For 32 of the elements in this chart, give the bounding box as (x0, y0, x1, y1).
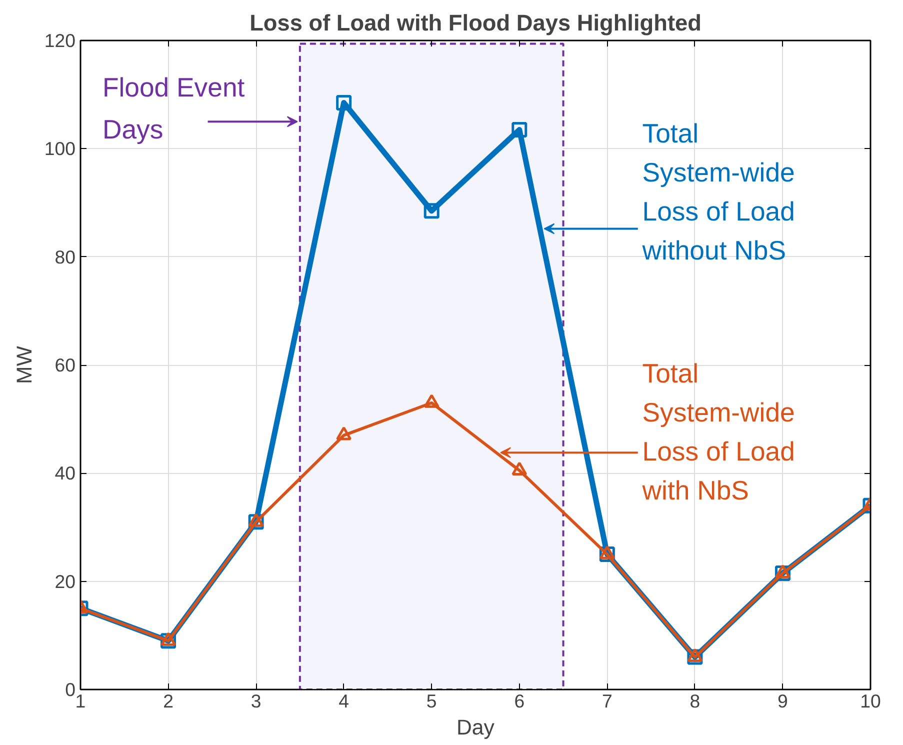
x-tick-label: 6 (514, 690, 525, 712)
point (512, 462, 528, 476)
x-tick-label: 1 (75, 690, 86, 712)
y-tick-label: 60 (54, 354, 76, 376)
text: Total System-wide Loss of Load without NbS (641, 118, 795, 266)
chart-title: Loss of Load with Flood Days Highlighted (250, 10, 702, 36)
x-tick-label: 5 (426, 690, 437, 712)
x-tick-label: 10 (860, 690, 881, 712)
y-tick-label: 40 (54, 462, 76, 484)
x-axis-title: Day (456, 716, 495, 740)
point (424, 394, 440, 408)
point (599, 546, 615, 560)
band-label: Flood Event Days (102, 72, 246, 144)
x-tick-label: 9 (778, 690, 788, 712)
x-tick-label: 3 (250, 690, 262, 712)
y-tick-label: 120 (44, 30, 76, 51)
y-tick-label: 20 (54, 570, 76, 592)
point (336, 94, 352, 110)
y-axis-title: MW (12, 345, 36, 384)
y-tick-label: 100 (44, 138, 76, 160)
series-label: Total System-wide Loss of Load with NbS (641, 358, 795, 506)
y-tick-label: 0 (65, 679, 76, 700)
x-tick-label: 2 (163, 690, 174, 712)
x-tick-label: 7 (602, 690, 612, 712)
x-tick-label: 8 (690, 690, 700, 712)
point (512, 122, 528, 138)
point (248, 513, 264, 527)
y-tick-label: 80 (54, 246, 76, 268)
point (160, 632, 176, 646)
x-tick-label: 4 (338, 690, 350, 712)
point (424, 203, 440, 219)
point (336, 426, 352, 440)
